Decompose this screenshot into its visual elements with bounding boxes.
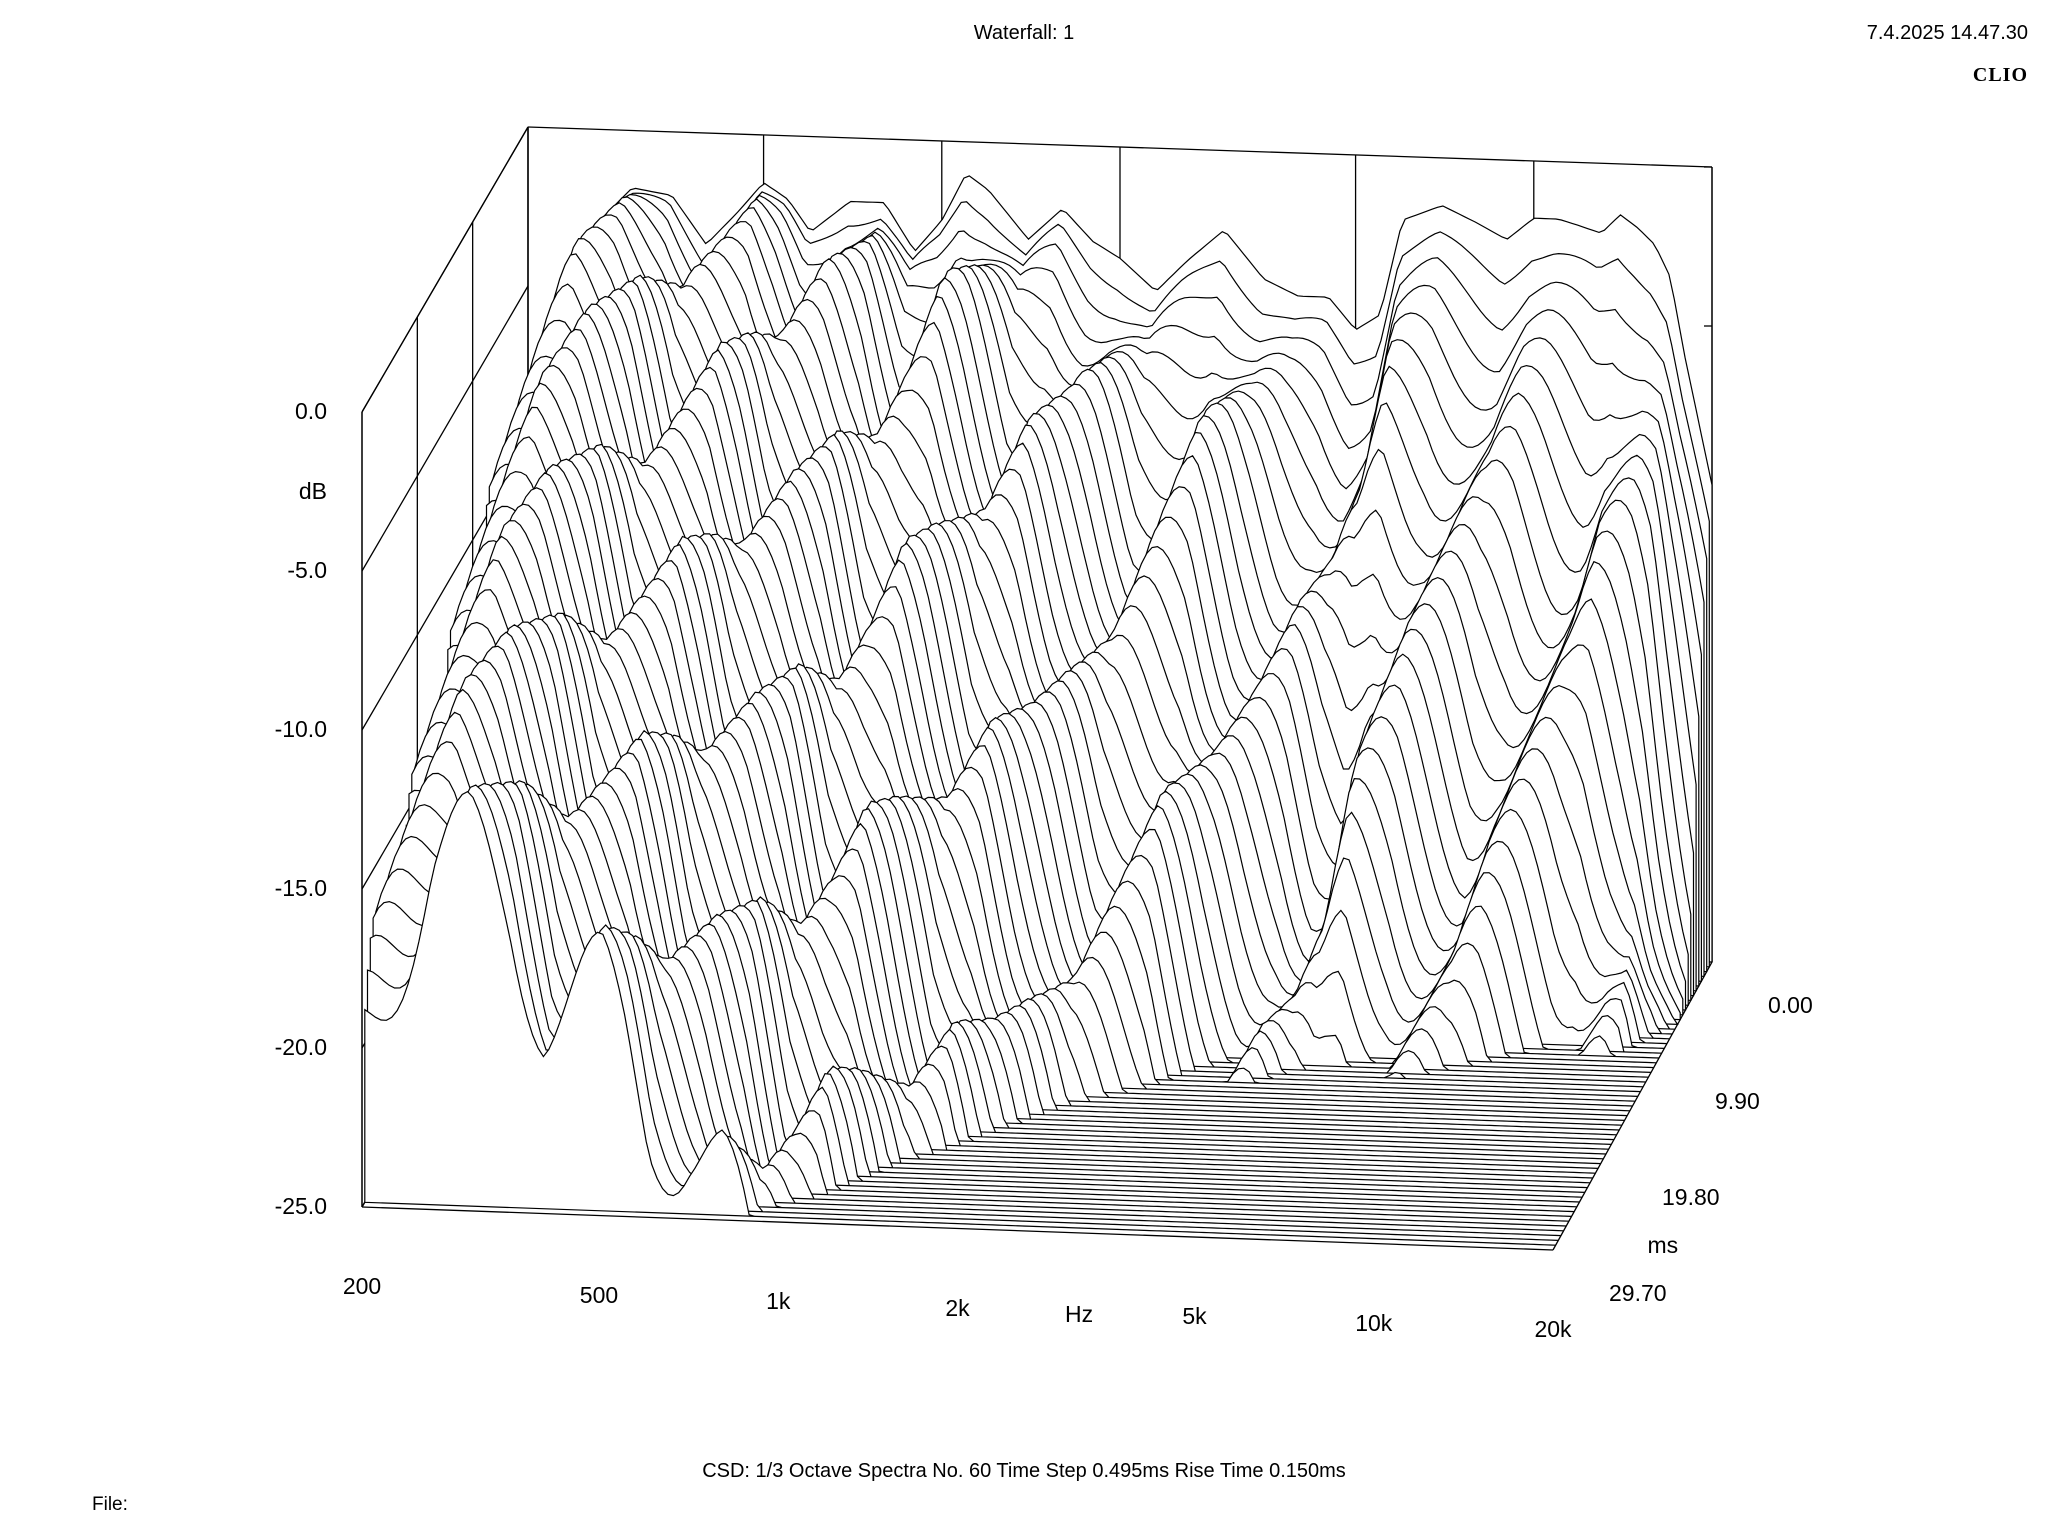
time-tick-label: 0.00 [1768, 992, 1813, 1018]
measurement-datetime: 7.4.2025 14.47.30 [1866, 22, 2028, 44]
time-tick-label: 19.80 [1662, 1184, 1720, 1210]
time-tick-label: 29.70 [1609, 1280, 1667, 1306]
freq-tick-label: 10k [1355, 1309, 1393, 1336]
db-tick-label: -20.0 [274, 1034, 327, 1060]
y-axis-label: dB [298, 477, 327, 504]
x-axis-label: Hz [1064, 1300, 1094, 1327]
z-axis-label: ms [1647, 1232, 1679, 1258]
spectra-group [364, 175, 1713, 1246]
brand-logo-text: CLIO [1972, 64, 2028, 86]
freq-tick-label: 1k [766, 1288, 791, 1315]
db-tick-label: -25.0 [274, 1193, 327, 1219]
time-tick-label: 9.90 [1715, 1088, 1760, 1114]
chart-title: Waterfall: 1 [973, 22, 1075, 44]
db-tick-label: 0.0 [295, 398, 327, 424]
freq-tick-label: 5k [1182, 1303, 1207, 1330]
freq-tick-label: 500 [579, 1281, 619, 1308]
db-tick-label: -15.0 [274, 875, 327, 901]
db-gridline [361, 126, 529, 413]
db-gridline [361, 285, 529, 572]
measurement-settings: CSD: 1/3 Octave Spectra No. 60 Time Step… [702, 1460, 1346, 1482]
file-label: File: [92, 1494, 128, 1515]
db-tick-label: -5.0 [287, 557, 327, 583]
db-tick-label: -10.0 [274, 716, 327, 742]
freq-tick-label: 2k [945, 1294, 970, 1321]
spectrum-line [364, 790, 1556, 1246]
freq-tick-label: 20k [1534, 1316, 1572, 1342]
freq-tick-label: 200 [342, 1273, 382, 1299]
front-bottom-edge [361, 1206, 1554, 1251]
